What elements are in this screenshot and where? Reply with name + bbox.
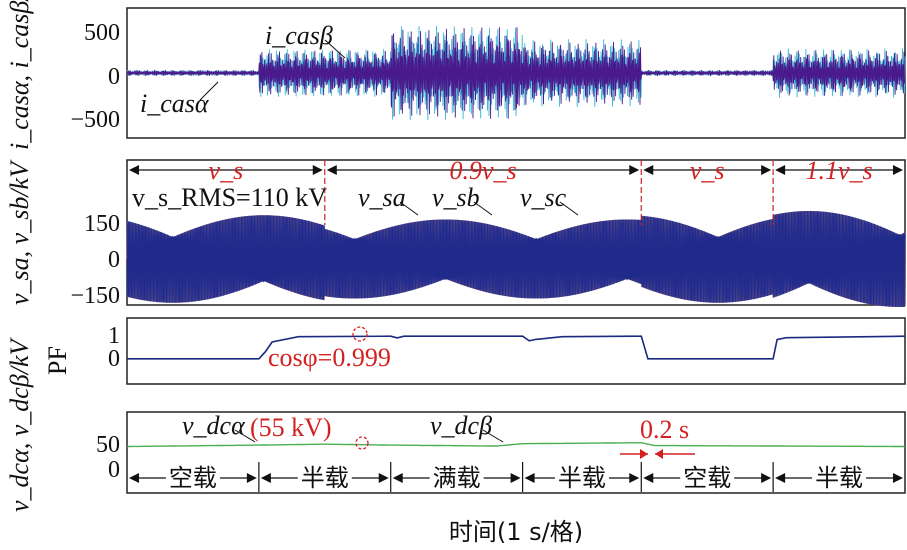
load-arrowhead-right [246, 473, 257, 483]
ylabel-voltage: v_sa, v_sb/kV [5, 159, 34, 305]
ytick-neg150: −150 [70, 283, 120, 309]
series-line-ibeta [126, 25, 906, 121]
load-label: 满载 [433, 464, 481, 492]
load-label-bg [429, 464, 484, 492]
load-label-bg [297, 464, 352, 492]
segment-label: v_s [690, 156, 725, 185]
voltage-waveforms [126, 210, 906, 308]
series-label-ibeta: i_casβ [265, 21, 333, 50]
load-label: 空载 [683, 464, 731, 492]
series-line-vsa [126, 210, 906, 308]
ylabel-pf: PF [43, 346, 72, 375]
ytick-0-pf: 0 [108, 346, 120, 372]
time-arrowhead-left [640, 449, 648, 459]
series-label-ialpha: i_casα [140, 89, 210, 118]
series-label-vdcb: v_dcβ [430, 411, 492, 440]
load-arrowhead-left [392, 473, 403, 483]
segment-arrowhead-right [893, 165, 903, 175]
series-label-vsc: v_sc [520, 183, 567, 212]
vdc-marker-circle [355, 436, 369, 450]
vdcb-leader [482, 429, 504, 443]
load-arrowhead-left [524, 473, 535, 483]
load-arrowhead-right [510, 473, 521, 483]
panel-voltage: v_s 0.9v_s v_s 1.1v_s 150 0 −150 v_s_RMS=11… [70, 156, 906, 309]
ytick-0-v: 0 [108, 247, 120, 273]
panel-current: 500 0 −500 i_casβ i_casα [70, 7, 906, 139]
load-arrowhead-right [761, 473, 772, 483]
segment-arrowhead-right [312, 165, 323, 175]
vdca-leader [234, 429, 256, 443]
segment-label: v_s [209, 156, 244, 185]
ytick-0: 0 [108, 64, 120, 90]
segment-arrowhead-left [326, 165, 337, 175]
vsc-leader [559, 201, 579, 216]
series-label-vsa: v_sa [358, 183, 406, 212]
ytick-0-dc: 0 [108, 457, 120, 483]
ibeta-leader [324, 39, 346, 59]
panel-vdc: 空载 半载 满载 半载 空载 半载 50 0 v_dcα (55 kV) v_dcβ 0.… [96, 411, 906, 494]
segment-arrowhead-right [629, 165, 640, 175]
panel-pf: 1 0 cosφ=0.999 [108, 317, 906, 385]
time-annotation-0-2s: 0.2 s [640, 415, 689, 444]
load-label: 半载 [815, 464, 863, 492]
vdc-line [127, 441, 905, 448]
segment-label: 1.1v_s [805, 156, 872, 185]
xlabel: 时间(1 s/格) [449, 518, 583, 546]
pf-marker-circle [352, 326, 368, 342]
series-label-vsb: v_sb [432, 183, 480, 212]
voltage-segment-annotations: v_s 0.9v_s v_s 1.1v_s [129, 156, 903, 225]
ytick-500: 500 [84, 20, 120, 46]
current-waveforms [126, 25, 906, 121]
load-label-bg [812, 464, 867, 492]
vsb-leader [473, 201, 493, 216]
ytick-150: 150 [84, 211, 120, 237]
ialpha-leader [199, 81, 219, 101]
load-label-bg [165, 464, 220, 492]
load-label: 空载 [169, 464, 217, 492]
pf-line [127, 335, 906, 360]
ylabel-vdc: v_dcα, v_dcβ/kV [5, 336, 34, 512]
ytick-1-pf: 1 [108, 323, 120, 349]
panel-vdc-frame [126, 411, 906, 494]
load-arrowhead-right [893, 473, 903, 483]
load-arrowhead-right [629, 473, 640, 483]
segment-arrowhead-right [761, 165, 772, 175]
load-arrowhead-left [775, 473, 786, 483]
pf-annotation: cosφ=0.999 [268, 343, 391, 372]
ytick-50-dc: 50 [96, 432, 120, 458]
vsa-leader [399, 201, 419, 216]
series-line-ialpha [126, 27, 906, 119]
vdc-annotation-55kv: (55 kV) [250, 413, 332, 442]
segment-label: 0.9v_s [449, 156, 516, 185]
segment-arrowhead-left [643, 165, 654, 175]
load-arrowhead-right [378, 473, 389, 483]
time-arrowhead-right [655, 449, 663, 459]
load-label-bg [680, 464, 735, 492]
rms-label: v_s_RMS=110 kV [132, 183, 327, 212]
load-arrowhead-left [643, 473, 654, 483]
series-label-vdca: v_dcα [182, 411, 246, 440]
segment-arrowhead-left [129, 165, 139, 175]
load-arrowhead-left [129, 473, 139, 483]
load-label: 半载 [301, 464, 349, 492]
load-arrowhead-left [260, 473, 271, 483]
ylabel-current: i_casα, i_casβ/A [5, 0, 34, 150]
panel-pf-frame [126, 317, 906, 385]
ytick-neg500: −500 [70, 107, 120, 133]
load-label: 半载 [558, 464, 606, 492]
load-segment-annotations: 空载 半载 满载 半载 空载 半载 [129, 462, 903, 492]
load-label-bg [554, 464, 609, 492]
segment-arrowhead-left [775, 165, 786, 175]
